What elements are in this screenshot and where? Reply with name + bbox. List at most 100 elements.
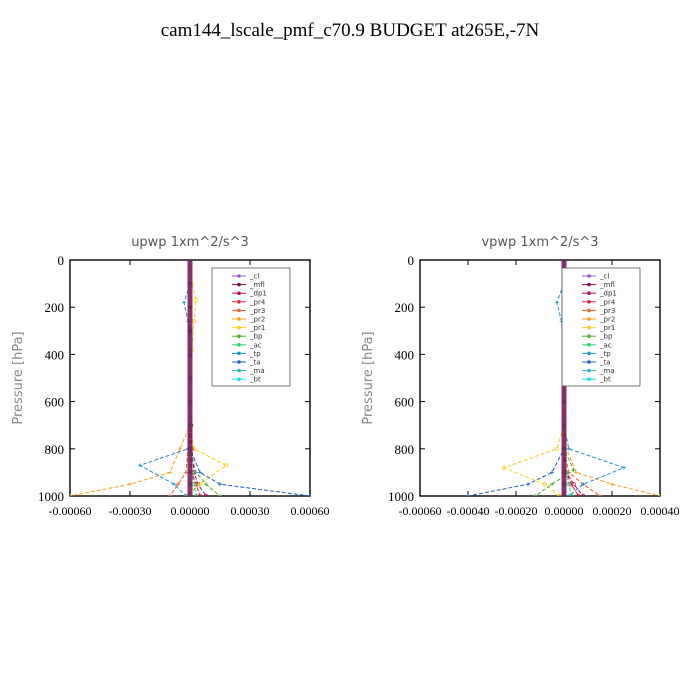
y-axis-label: Pressure [hPa] xyxy=(11,331,26,424)
legend-marker xyxy=(237,325,241,330)
x-tick-label: 0.00030 xyxy=(231,504,270,518)
legend-label: _ma xyxy=(599,367,615,375)
y-tick-label: 600 xyxy=(45,395,65,410)
x-tick-label: 0.00040 xyxy=(641,504,680,518)
legend-marker xyxy=(237,317,241,321)
data-point xyxy=(178,446,182,451)
legend-marker xyxy=(237,360,241,364)
legend: _cl_mfl_dp1_pr4_pr3_pr2_pr1_bp_ac_tp_ta_… xyxy=(561,267,641,387)
data-point xyxy=(566,446,571,451)
data-point xyxy=(184,470,188,475)
legend-label: _pr2 xyxy=(249,316,265,324)
series-line-pr3 xyxy=(169,260,191,496)
legend-label: _bp xyxy=(249,333,263,341)
x-tick-label: 0.00000 xyxy=(545,504,584,518)
legend-marker xyxy=(237,368,241,373)
x-tick-label: 0.00060 xyxy=(291,504,330,518)
data-point xyxy=(581,493,586,496)
legend-marker xyxy=(587,274,591,278)
legend-box xyxy=(211,267,291,387)
y-tick-label: 200 xyxy=(45,300,65,315)
data-point xyxy=(566,482,571,487)
y-tick-label: 1000 xyxy=(38,489,64,504)
data-point xyxy=(550,482,554,487)
y-tick-label: 400 xyxy=(395,347,415,362)
legend-marker xyxy=(237,300,241,304)
data-point xyxy=(566,494,571,496)
legend-label: _mfl xyxy=(599,281,615,289)
legend-box xyxy=(561,267,641,387)
legend-label: _dp1 xyxy=(249,290,267,298)
legend-label: _ac xyxy=(249,341,262,349)
legend-label: _bt xyxy=(249,376,261,384)
x-tick-label: -0.00060 xyxy=(49,504,92,518)
data-point xyxy=(554,446,559,451)
x-tick-label: 0.00000 xyxy=(171,504,210,518)
legend-label: _pr2 xyxy=(599,316,615,324)
legend-label: _ta xyxy=(249,359,261,367)
legend: _cl_mfl_dp1_pr4_pr3_pr2_pr1_bp_ac_tp_ta_… xyxy=(211,267,291,387)
data-point xyxy=(501,465,507,470)
legend-label: _tp xyxy=(249,350,261,358)
legend-label: _tp xyxy=(599,350,611,358)
legend-label: _pr3 xyxy=(249,307,265,315)
legend-label: _pr4 xyxy=(599,298,616,306)
data-point xyxy=(204,482,208,487)
legend-marker xyxy=(587,343,591,347)
data-point xyxy=(581,482,586,487)
x-tick-label: 0.00020 xyxy=(593,504,632,518)
data-point xyxy=(571,482,576,487)
legend-label: _ta xyxy=(599,359,611,367)
series-group xyxy=(70,260,310,496)
data-point xyxy=(223,463,229,468)
chart-panel-vpwp: vpwp 1xm^2/s^3 Pressure [hPa] 0 200 400 600 80… xyxy=(361,235,680,518)
legend-marker xyxy=(237,282,241,287)
x-tick-label: -0.00060 xyxy=(399,504,442,518)
series-line-pr1 xyxy=(502,260,572,496)
x-tick-label: -0.00030 xyxy=(109,504,152,518)
series-line-pr1 xyxy=(185,260,227,496)
legend-marker xyxy=(237,343,241,347)
legend-marker xyxy=(237,377,241,382)
legend-label: _bp xyxy=(599,333,613,341)
data-point xyxy=(598,494,602,496)
legend-marker xyxy=(587,317,591,321)
data-point xyxy=(571,468,576,473)
legend-marker xyxy=(587,377,591,382)
legend-label: _bt xyxy=(599,376,611,384)
y-tick-label: 0 xyxy=(58,253,65,268)
chart-title: vpwp 1xm^2/s^3 xyxy=(481,235,598,250)
legend-marker xyxy=(237,274,241,278)
legend-label: _mfl xyxy=(249,281,265,289)
data-point xyxy=(197,493,203,496)
data-point xyxy=(193,493,199,496)
series-line-pr2 xyxy=(70,260,191,496)
data-point xyxy=(128,482,132,487)
data-point xyxy=(193,297,199,303)
data-point xyxy=(176,482,180,487)
series-line-ta xyxy=(467,260,565,496)
data-point xyxy=(168,470,172,475)
legend-label: _ac xyxy=(599,341,612,349)
legend-label: _cl xyxy=(599,273,609,281)
legend-marker xyxy=(587,325,591,330)
y-tick-label: 400 xyxy=(45,347,65,362)
data-point xyxy=(70,494,72,496)
data-point xyxy=(542,482,547,487)
y-tick-label: 200 xyxy=(395,300,415,315)
legend-marker xyxy=(237,351,241,356)
legend-marker xyxy=(237,291,241,296)
legend-marker xyxy=(587,300,591,304)
zero-column xyxy=(187,260,193,496)
data-point xyxy=(198,470,202,475)
legend-marker xyxy=(587,334,591,339)
data-point xyxy=(576,493,581,496)
data-point xyxy=(218,494,222,496)
y-tick-label: 600 xyxy=(395,395,415,410)
data-point xyxy=(466,494,470,496)
data-point xyxy=(557,493,562,496)
y-tick-label: 1000 xyxy=(388,489,414,504)
legend-label: _pr4 xyxy=(249,298,266,306)
legend-marker xyxy=(587,282,591,287)
data-point xyxy=(197,482,203,487)
